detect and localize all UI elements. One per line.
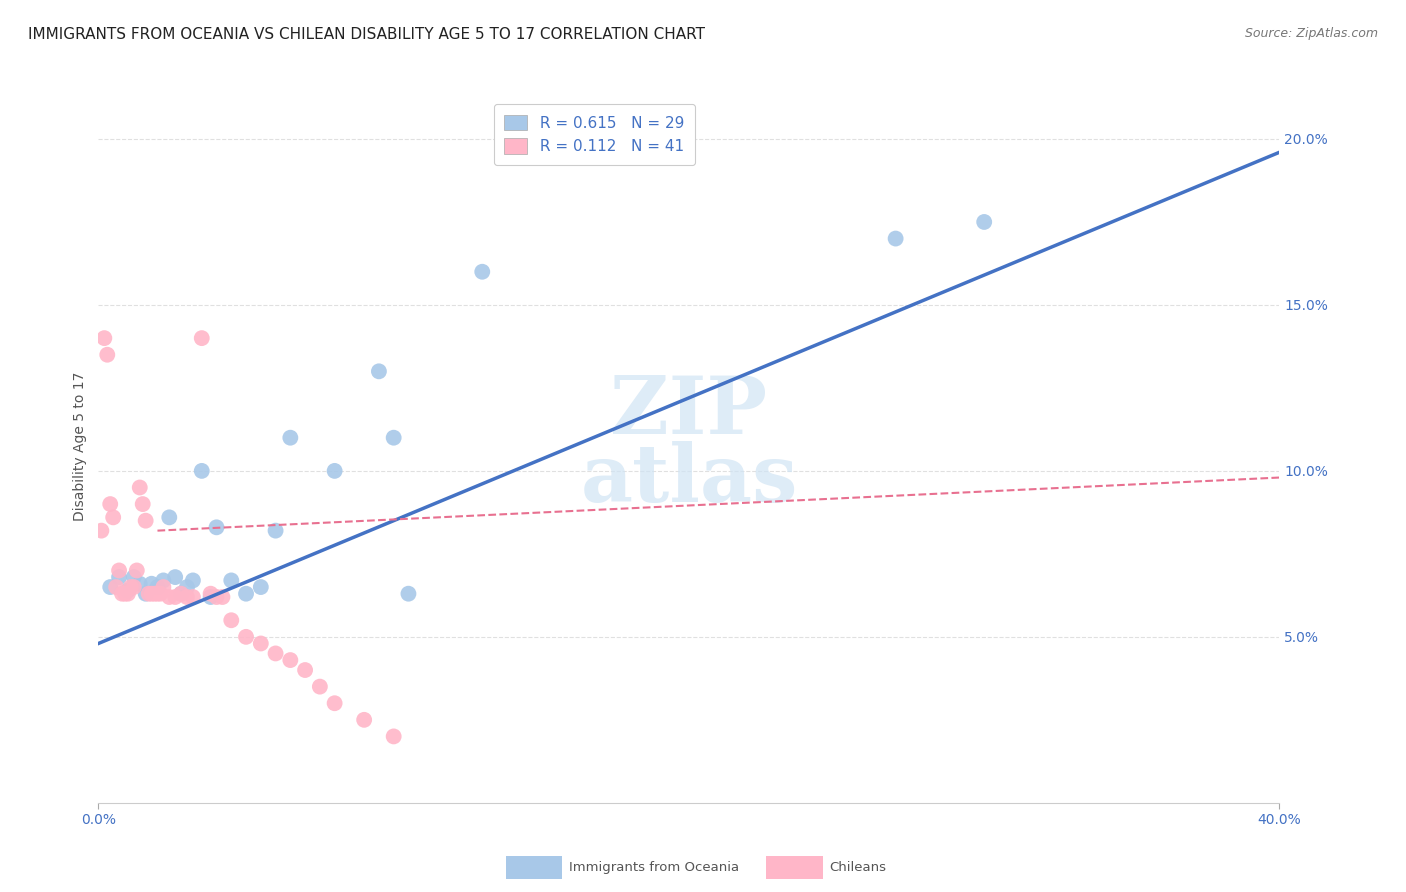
Point: [181, 574, 204, 588]
Point: [264, 647, 287, 661]
Point: [146, 587, 169, 601]
Point: [264, 524, 287, 538]
Point: [250, 636, 273, 650]
Point: [170, 587, 193, 601]
Point: [108, 564, 131, 578]
Point: [200, 587, 222, 601]
Point: [141, 587, 163, 601]
Point: [191, 331, 214, 345]
Point: [250, 580, 273, 594]
Point: [157, 590, 180, 604]
Point: [368, 364, 391, 378]
Point: [382, 730, 405, 744]
Point: [132, 497, 155, 511]
Y-axis label: Disability Age 5 to 17: Disability Age 5 to 17: [73, 371, 87, 521]
Point: [170, 587, 193, 601]
Text: ZIP
atlas: ZIP atlas: [581, 373, 797, 519]
Point: [176, 590, 198, 604]
Point: [117, 583, 139, 598]
Point: [176, 580, 198, 594]
Point: [353, 713, 375, 727]
Point: [278, 653, 302, 667]
Point: [117, 587, 139, 601]
Point: [128, 481, 150, 495]
Text: Source: ZipAtlas.com: Source: ZipAtlas.com: [1244, 27, 1378, 40]
Point: [181, 590, 204, 604]
Point: [157, 510, 180, 524]
Point: [323, 464, 346, 478]
Point: [884, 231, 907, 245]
Point: [141, 576, 163, 591]
Point: [128, 576, 150, 591]
Point: [120, 580, 142, 594]
Point: [122, 580, 145, 594]
Point: [219, 574, 242, 588]
Point: [138, 587, 160, 601]
Point: [135, 587, 157, 601]
Point: [90, 524, 112, 538]
Point: [149, 587, 172, 601]
Point: [235, 630, 257, 644]
Point: [122, 570, 145, 584]
Point: [143, 587, 166, 601]
Point: [103, 510, 125, 524]
Point: [396, 587, 419, 601]
Point: [294, 663, 316, 677]
Point: [382, 431, 405, 445]
Point: [165, 570, 187, 584]
Point: [96, 348, 118, 362]
Text: Immigrants from Oceania: Immigrants from Oceania: [569, 862, 740, 874]
Text: Chileans: Chileans: [830, 862, 887, 874]
Point: [471, 265, 494, 279]
Point: [105, 580, 128, 594]
Point: [219, 613, 242, 627]
Point: [235, 587, 257, 601]
Point: [114, 587, 136, 601]
Point: [191, 464, 214, 478]
Point: [973, 215, 995, 229]
Point: [98, 580, 121, 594]
Point: [323, 696, 346, 710]
Point: [211, 590, 233, 604]
Point: [93, 331, 115, 345]
Point: [125, 564, 148, 578]
Point: [309, 680, 332, 694]
Point: [200, 590, 222, 604]
Point: [98, 497, 121, 511]
Point: [135, 514, 157, 528]
Text: IMMIGRANTS FROM OCEANIA VS CHILEAN DISABILITY AGE 5 TO 17 CORRELATION CHART: IMMIGRANTS FROM OCEANIA VS CHILEAN DISAB…: [28, 27, 706, 42]
Point: [165, 590, 187, 604]
Point: [152, 574, 174, 588]
Point: [205, 590, 228, 604]
Point: [146, 580, 169, 594]
Point: [205, 520, 228, 534]
Point: [108, 570, 131, 584]
Point: [278, 431, 302, 445]
Legend:  R = 0.615   N = 29,  R = 0.112   N = 41: R = 0.615 N = 29, R = 0.112 N = 41: [494, 104, 695, 165]
Point: [152, 580, 174, 594]
Point: [111, 587, 134, 601]
